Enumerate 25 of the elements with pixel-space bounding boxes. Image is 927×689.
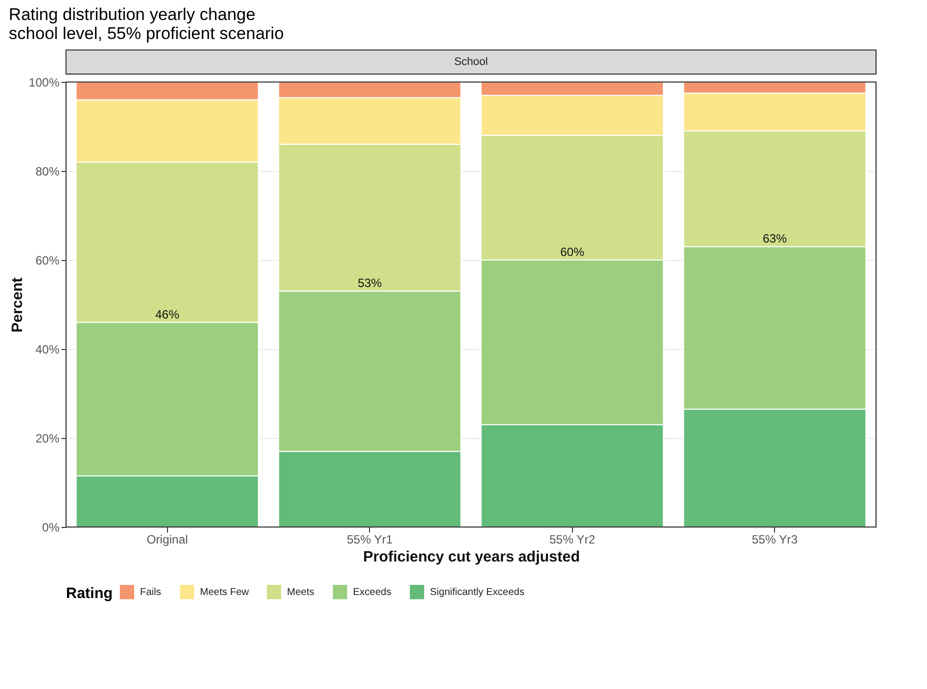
annotation: 60% [560, 245, 585, 259]
annotation: 46% [155, 307, 180, 322]
y-tick-label: 60% [35, 254, 60, 268]
x-axis-title: Proficiency cut years adjusted [363, 548, 580, 566]
text: School [454, 56, 488, 68]
legend-label: Meets Few [200, 587, 250, 598]
legend-label: Exceeds [353, 587, 392, 598]
y-axis-title: Percent [8, 277, 26, 333]
x-tick-label: 55% Yr2 [549, 532, 596, 546]
x-tick-label: Original [146, 532, 188, 546]
legend-label: Meets [287, 587, 314, 598]
y-tick-label: 40% [35, 342, 60, 356]
annotation: 63% [762, 232, 788, 246]
chart-title: Rating distribution yearly change [8, 5, 256, 24]
y-tick-label: 100% [28, 76, 60, 90]
legend-label: Fails [140, 587, 162, 598]
annotation: 53% [358, 276, 382, 290]
y-tick-label: 80% [35, 164, 60, 178]
x-tick-label: 55% Yr3 [752, 532, 798, 546]
y-tick-label: 0% [42, 520, 60, 534]
x-tick-label: 55% Yr1 [346, 532, 393, 546]
chart-subtitle: school level, 55% proficient scenario [8, 24, 284, 43]
legend-title: Rating [66, 585, 113, 602]
y-tick-label: 20% [35, 432, 60, 446]
legend-label: Significantly Exceeds [430, 587, 524, 598]
